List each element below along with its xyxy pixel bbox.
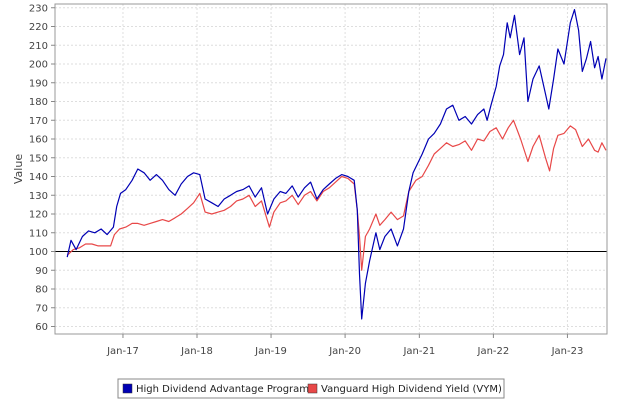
legend-swatch-1 xyxy=(122,383,133,394)
legend-swatch-2 xyxy=(307,383,318,394)
y-tick-label: 100 xyxy=(29,247,48,258)
y-tick-label: 170 xyxy=(29,116,48,127)
y-tick-label: 130 xyxy=(29,191,48,202)
x-tick-label: Jan-23 xyxy=(551,346,584,357)
x-tick-label: Jan-18 xyxy=(180,346,213,357)
y-axis: 60 70 80 90 100 110 120 130 140 150 160 170 180 190 20… xyxy=(29,3,55,333)
y-tick-label: 150 xyxy=(29,153,48,164)
y-tick-label: 190 xyxy=(29,78,48,89)
y-tick-label: 210 xyxy=(29,41,48,52)
x-tick-label: Jan-22 xyxy=(477,346,510,357)
legend-label-2: Vanguard High Dividend Yield (VYM) xyxy=(321,384,502,395)
series-line-1 xyxy=(66,9,607,320)
y-tick-label: 80 xyxy=(35,285,48,296)
x-tick-label: Jan-17 xyxy=(106,346,139,357)
y-tick-label: 120 xyxy=(29,210,48,221)
y-tick-label: 180 xyxy=(29,97,48,108)
y-tick-label: 220 xyxy=(29,22,48,33)
y-tick-label: 60 xyxy=(35,322,48,333)
y-tick-label: 230 xyxy=(29,3,48,14)
y-tick-label: 200 xyxy=(29,60,48,71)
legend: High Dividend Advantage Program Vanguard … xyxy=(117,378,505,399)
y-tick-label: 70 xyxy=(35,303,48,314)
x-tick-label: Jan-19 xyxy=(254,346,287,357)
plot-background xyxy=(55,4,607,334)
x-tick-label: Jan-20 xyxy=(328,346,361,357)
y-axis-title: Value xyxy=(12,154,25,184)
y-tick-label: 140 xyxy=(29,172,48,183)
y-tick-label: 90 xyxy=(35,266,48,277)
legend-label-1: High Dividend Advantage Program xyxy=(136,384,309,395)
x-tick-label: Jan-21 xyxy=(402,346,435,357)
y-tick-label: 110 xyxy=(29,228,48,239)
x-axis: Jan-17 Jan-18 Jan-19 Jan-20 Jan-21 Jan-22 Jan-… xyxy=(106,334,583,357)
y-tick-label: 160 xyxy=(29,135,48,146)
plot-border xyxy=(54,3,608,335)
series-line-2 xyxy=(66,119,607,271)
series-group xyxy=(66,9,607,320)
